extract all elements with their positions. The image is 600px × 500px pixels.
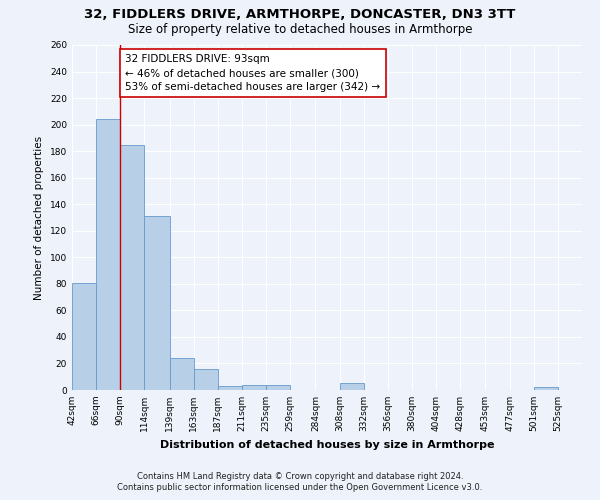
Bar (266, 384, 290, 390)
Text: 32, FIDDLERS DRIVE, ARMTHORPE, DONCASTER, DN3 3TT: 32, FIDDLERS DRIVE, ARMTHORPE, DONCASTER… (85, 8, 515, 20)
Y-axis label: Number of detached properties: Number of detached properties (34, 136, 44, 300)
Bar (194, 369, 218, 390)
Bar (96, 120, 120, 390)
Bar (72, 282, 96, 390)
Text: Size of property relative to detached houses in Armthorpe: Size of property relative to detached ho… (128, 22, 472, 36)
Bar (340, 384, 364, 390)
Bar (242, 384, 266, 390)
Bar (120, 144, 145, 390)
Text: 32 FIDDLERS DRIVE: 93sqm
← 46% of detached houses are smaller (300)
53% of semi-: 32 FIDDLERS DRIVE: 93sqm ← 46% of detach… (125, 54, 380, 92)
Text: Contains HM Land Registry data © Crown copyright and database right 2024.
Contai: Contains HM Land Registry data © Crown c… (118, 472, 482, 492)
Bar (534, 388, 558, 390)
Bar (218, 386, 242, 390)
X-axis label: Distribution of detached houses by size in Armthorpe: Distribution of detached houses by size … (160, 440, 494, 450)
Bar (170, 358, 194, 390)
Bar (145, 216, 170, 390)
